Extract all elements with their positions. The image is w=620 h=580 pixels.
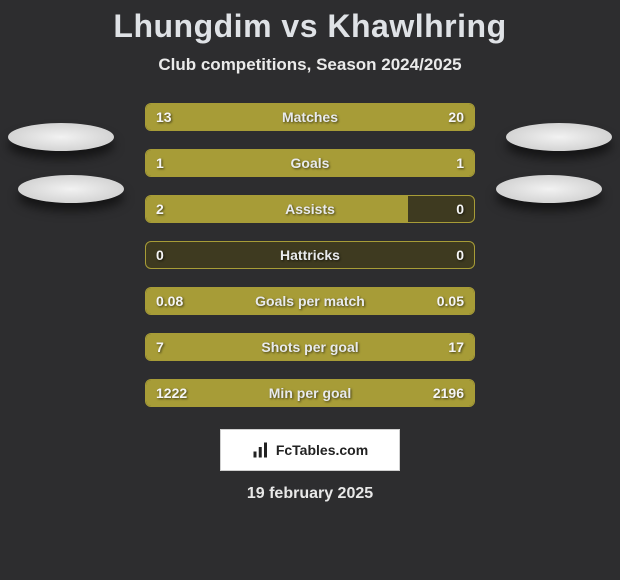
player-photo-placeholder — [8, 123, 114, 151]
stats-chart: 1320Matches11Goals20Assists00Hattricks0.… — [145, 103, 475, 407]
subtitle: Club competitions, Season 2024/2025 — [0, 55, 620, 75]
stat-value-left: 13 — [156, 104, 172, 130]
bar-left — [146, 150, 310, 176]
stat-row: 1222 2196 Min per goal — [145, 379, 475, 407]
stat-label: Matches — [282, 104, 338, 130]
player-photo-placeholder — [496, 175, 602, 203]
stat-label: Goals per match — [255, 288, 365, 314]
player-photo-placeholder — [18, 175, 124, 203]
stat-value-left: 1 — [156, 150, 164, 176]
stat-value-right: 2196 — [433, 380, 464, 406]
stat-value-left: 7 — [156, 334, 164, 360]
stat-value-left: 0 — [156, 242, 164, 268]
stat-row: 1 1 Goals — [145, 149, 475, 177]
stat-row: 0.08 0.05 Goals per match — [145, 287, 475, 315]
stat-value-right: 1 — [456, 150, 464, 176]
comparison-card: Lhungdim vs Khawlhring Club competitions… — [0, 0, 620, 580]
stat-value-left: 2 — [156, 196, 164, 222]
stat-label: Assists — [285, 196, 335, 222]
stat-value-right: 0 — [456, 196, 464, 222]
player2-name: Khawlhring — [327, 8, 506, 44]
stat-row: 0 0 Hattricks — [145, 241, 475, 269]
vs-separator: vs — [281, 8, 318, 44]
stat-label: Hattricks — [280, 242, 340, 268]
stat-row: 13 20 Matches — [145, 103, 475, 131]
bar-chart-icon — [252, 441, 270, 459]
player1-name: Lhungdim — [113, 8, 272, 44]
stat-label: Shots per goal — [261, 334, 358, 360]
date-label: 19 february 2025 — [0, 485, 620, 503]
source-badge-label: FcTables.com — [276, 442, 368, 458]
source-badge[interactable]: FcTables.com — [220, 429, 400, 471]
stat-value-right: 0 — [456, 242, 464, 268]
stat-value-right: 0.05 — [437, 288, 464, 314]
stat-label: Min per goal — [269, 380, 351, 406]
page-title: Lhungdim vs Khawlhring — [0, 8, 620, 45]
stat-value-left: 1222 — [156, 380, 187, 406]
stat-row: 2 0 Assists — [145, 195, 475, 223]
bar-right — [310, 150, 474, 176]
stat-value-left: 0.08 — [156, 288, 183, 314]
player-photo-placeholder — [506, 123, 612, 151]
stat-value-right: 17 — [448, 334, 464, 360]
stat-row: 7 17 Shots per goal — [145, 333, 475, 361]
bar-left — [146, 196, 408, 222]
stat-value-right: 20 — [448, 104, 464, 130]
stat-label: Goals — [291, 150, 330, 176]
